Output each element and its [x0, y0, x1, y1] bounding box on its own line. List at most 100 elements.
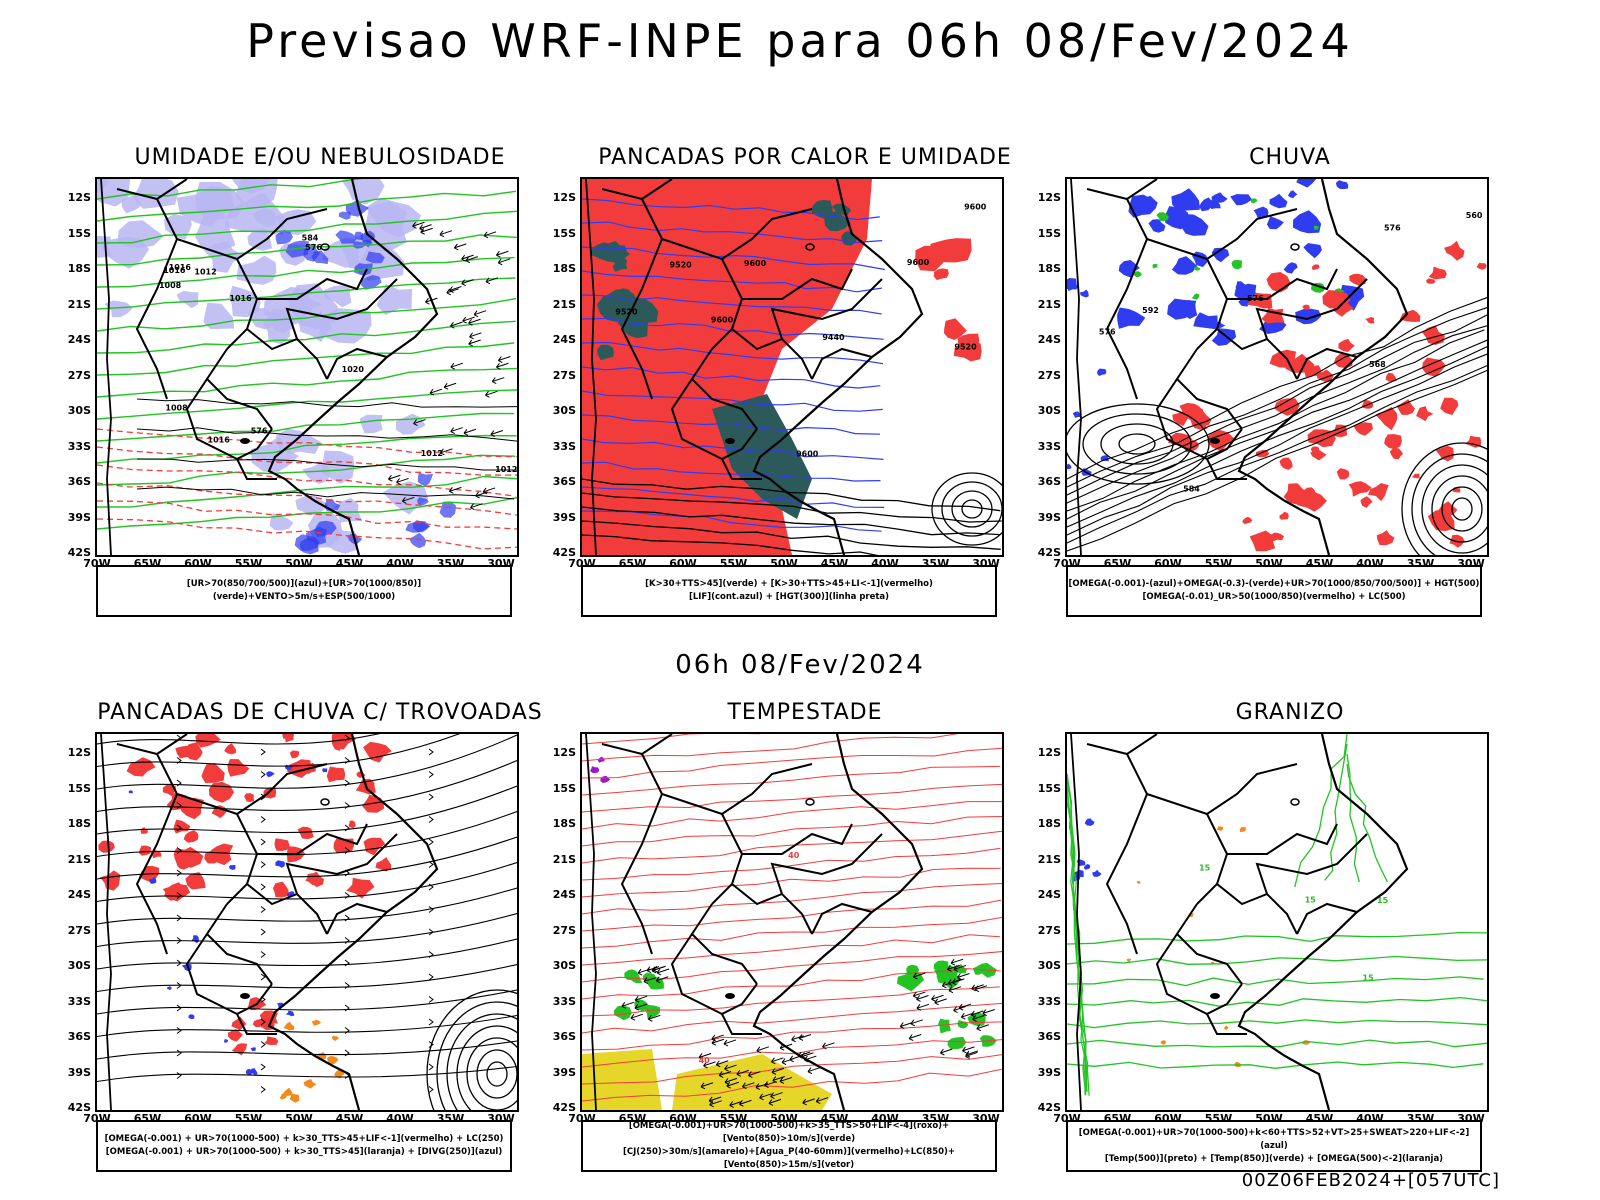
coastline — [752, 179, 924, 555]
hgt500-contour — [1067, 346, 1487, 528]
contour-label: 1016 — [229, 294, 252, 303]
thunder-area — [138, 845, 151, 856]
streamline-arrow — [260, 838, 266, 846]
lc850-contour — [582, 916, 1002, 949]
lat-tick-label: 18S — [552, 262, 576, 275]
streamline-arrow — [176, 779, 182, 787]
rain-humid-area — [1246, 292, 1273, 309]
wind-vector — [756, 1046, 770, 1054]
streamline-closed — [446, 1013, 517, 1110]
panel-legend: [UR>70(850/700/500)](azul)+[UR>70(1000/8… — [96, 565, 512, 617]
lc850-contour — [582, 801, 1002, 830]
divergence-area — [250, 1047, 256, 1051]
rain-humid-area — [1411, 473, 1420, 479]
rain-omega-area — [1230, 194, 1253, 206]
map-pancadas-calor[interactable]: 9600 9600 9600 9600 9520 9600 9520 9520 9440 — [580, 177, 1004, 557]
streamline — [97, 1014, 517, 1038]
wind-vector — [815, 1097, 829, 1105]
rain-humid-area — [1376, 530, 1395, 546]
omega500-area — [1239, 827, 1246, 833]
streamline-arrow — [260, 816, 266, 823]
wind-vector — [453, 243, 467, 251]
humidity-blob — [99, 236, 150, 269]
lif-contour — [582, 486, 885, 508]
wind-vector — [496, 362, 509, 370]
lat-tick-label: 24S — [552, 888, 576, 901]
thunder-area — [140, 827, 148, 834]
lake — [805, 243, 815, 251]
wind-vector — [768, 1098, 782, 1106]
wind-vector — [700, 1082, 714, 1090]
geopotential-contour — [97, 464, 516, 497]
streamline-arrow — [344, 892, 350, 899]
streamline-arrow — [428, 771, 434, 778]
rain-humid-area — [1389, 448, 1403, 460]
wind-vector — [931, 994, 944, 1002]
rain-omega-area — [1211, 328, 1237, 346]
panel-legend: [OMEGA(-0.001)+UR>70(1000-500)+k>35_TTS>… — [581, 1120, 997, 1172]
streamline-arrow — [176, 937, 182, 944]
divergence-area — [229, 865, 236, 870]
hgt500-contour — [1067, 307, 1487, 488]
humidity-contour — [97, 210, 517, 244]
humidity-contour — [97, 367, 517, 398]
jet-stream-area — [582, 1049, 662, 1110]
hgt500-contour — [1067, 325, 1487, 504]
humidity-blob — [247, 227, 273, 251]
lagoon — [1210, 993, 1220, 999]
wind-vector — [637, 968, 651, 976]
map-svg: 40 40 — [582, 734, 1002, 1110]
streamline-arrow — [344, 802, 350, 809]
lat-tick-label: 33S — [552, 994, 576, 1008]
lc850-contour — [582, 847, 1001, 881]
contour-label: 1016 — [169, 263, 192, 272]
contour-label: 9600 — [907, 258, 930, 267]
heat-shower-area — [915, 245, 949, 272]
wind-vector — [770, 1057, 784, 1065]
rain-humid-area — [1396, 399, 1416, 415]
rain-humid-area — [1338, 338, 1355, 352]
hgt500-contour — [1411, 453, 1487, 555]
wind-vector — [703, 1061, 716, 1069]
humidity-core — [335, 230, 357, 244]
rain-strong-area — [1313, 225, 1319, 231]
wind850-area — [947, 1036, 967, 1050]
map-trovoadas[interactable] — [95, 732, 519, 1112]
wind-vector — [715, 1060, 729, 1068]
streamline-arrow — [344, 757, 350, 764]
country-border — [742, 268, 853, 300]
country-border — [257, 268, 368, 300]
lat-tick-label: 27S — [67, 923, 91, 937]
hgt300-contour — [582, 534, 879, 555]
wind-vector — [747, 1071, 761, 1079]
country-border — [811, 902, 873, 935]
map-tempestade[interactable]: 40 40 — [580, 732, 1004, 1112]
rain-omega-area — [1234, 283, 1259, 301]
lat-tick-label: 12S — [67, 746, 91, 759]
humidity-blob — [365, 197, 421, 238]
wind-vector — [440, 448, 453, 456]
thunder-orange-area — [327, 1056, 339, 1065]
wind-vector — [490, 430, 504, 437]
lat-tick-label: 18S — [1037, 262, 1061, 275]
contour-label: 9600 — [711, 315, 734, 324]
lat-tick-label: 30S — [67, 404, 91, 417]
rain-humid-area — [1426, 278, 1436, 284]
lat-tick-label: 21S — [67, 852, 91, 866]
wind-vector — [729, 1101, 742, 1108]
divergence-area — [149, 877, 157, 884]
wind-vector — [948, 986, 962, 994]
map-granizo[interactable]: 15 15 15 15 — [1065, 732, 1489, 1112]
country-border — [1255, 833, 1368, 895]
wind-vector — [912, 972, 926, 980]
wind-vector — [916, 1003, 930, 1011]
lake — [1290, 798, 1300, 806]
map-umidade[interactable]: 1016 1020 1012 1008 1016 1012 1016 1016 576 576 58… — [95, 177, 519, 557]
lat-tick-label: 21S — [67, 297, 91, 311]
map-chuva[interactable]: 592 576 568 560 576 584 576 — [1065, 177, 1489, 557]
lc850-contour — [582, 734, 1002, 762]
thunder-area — [263, 787, 277, 799]
contour-label: 40 — [788, 851, 800, 860]
panel-umidade: UMIDADE E/OU NEBULOSIDADE 1016 1020 1012 10… — [68, 145, 550, 625]
hgt300-contour — [931, 472, 1002, 546]
